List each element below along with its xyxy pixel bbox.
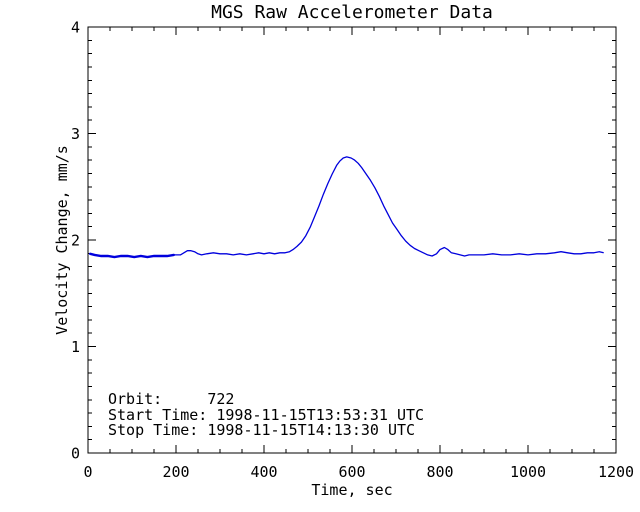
x-tick-label: 600 — [338, 463, 365, 481]
y-tick-label: 3 — [71, 125, 80, 143]
x-axis-tick-labels: 0 200 400 600 800 1000 1200 — [83, 463, 634, 481]
major-ticks — [87, 26, 617, 454]
x-tick-label: 200 — [162, 463, 189, 481]
y-tick-label: 4 — [71, 19, 80, 37]
chart-title: MGS Raw Accelerometer Data — [211, 2, 493, 23]
y-axis-tick-labels: 0 1 2 3 4 — [71, 19, 80, 463]
y-tick-label: 0 — [71, 445, 80, 463]
velocity-series-dense-segment — [89, 252, 175, 259]
annotation-stop-time: Stop Time: 1998-11-15T14:13:30 UTC — [108, 421, 415, 439]
x-tick-label: 1000 — [510, 463, 546, 481]
y-tick-label: 1 — [71, 338, 80, 356]
x-tick-label: 1200 — [598, 463, 634, 481]
annotation-start-time: Start Time: 1998-11-15T13:53:31 UTC — [108, 406, 424, 424]
y-tick-label: 2 — [71, 232, 80, 250]
x-axis-title: Time, sec — [311, 481, 392, 499]
x-tick-label: 400 — [250, 463, 277, 481]
x-tick-label: 800 — [426, 463, 453, 481]
velocity-series-line — [90, 156, 604, 258]
y-axis-title: Velocity Change, mm/s — [53, 145, 71, 335]
x-tick-label: 0 — [83, 463, 92, 481]
annotation-orbit: Orbit: 722 — [108, 390, 234, 408]
minor-ticks — [88, 27, 616, 453]
